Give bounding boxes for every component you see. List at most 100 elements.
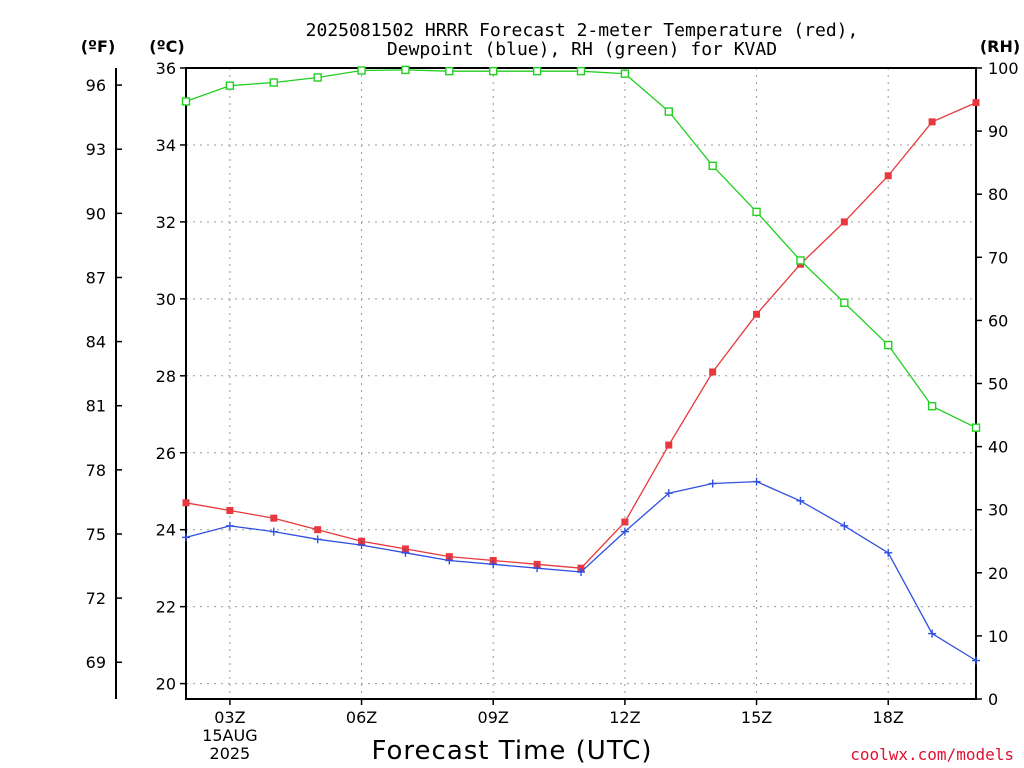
rh-unit-label: (RH) <box>980 37 1020 56</box>
x-tick-year: 2025 <box>210 744 251 763</box>
rh-tick-label: 70 <box>988 248 1008 267</box>
rh-tick-label: 90 <box>988 122 1008 141</box>
series-dewpoint <box>182 477 980 665</box>
dewpoint-point <box>884 548 893 557</box>
rh-tick-label: 40 <box>988 438 1008 457</box>
grid-lines <box>186 67 976 699</box>
x-tick-label: 03Z <box>214 708 245 727</box>
celsius-tick-label: 30 <box>156 290 176 309</box>
fahrenheit-tick-label: 87 <box>86 268 106 287</box>
rh-tick-label: 50 <box>988 375 1008 394</box>
dewpoint-point <box>489 560 498 569</box>
rh-point <box>840 298 849 307</box>
rh-tick-label: 100 <box>988 59 1019 78</box>
rh-tick-label: 20 <box>988 564 1008 583</box>
dewpoint-point <box>357 541 366 550</box>
rh-point <box>664 107 673 116</box>
dewpoint-point <box>445 556 454 565</box>
series-rh <box>181 65 981 432</box>
dewpoint-point <box>972 656 980 665</box>
chart-title-line2: Dewpoint (blue), RH (green) for KVAD <box>387 39 777 60</box>
fahrenheit-unit-label: (ºF) <box>81 37 116 56</box>
chart-title-line1: 2025081502 HRRR Forecast 2-meter Tempera… <box>306 20 859 41</box>
temperature-point <box>884 172 892 180</box>
rh-tick-label: 0 <box>988 690 998 709</box>
rh-line <box>185 69 977 429</box>
rh-point <box>884 340 893 350</box>
fahrenheit-tick-label: 78 <box>86 461 106 480</box>
x-tick-label: 12Z <box>609 708 640 727</box>
rh-point <box>796 256 805 265</box>
rh-point <box>313 73 322 82</box>
dewpoint-point <box>533 564 542 573</box>
rh-point <box>357 66 366 75</box>
dewpoint-point <box>928 629 937 638</box>
dewpoint-point <box>225 521 234 530</box>
temperature-line <box>185 102 977 569</box>
dewpoint-point <box>269 527 278 536</box>
dewpoint-point <box>401 548 410 557</box>
x-tick-label: 06Z <box>346 708 377 727</box>
rh-tick-label: 80 <box>988 185 1008 204</box>
fahrenheit-tick-label: 75 <box>86 525 106 544</box>
temperature-point <box>928 118 936 126</box>
temperature-point <box>665 441 673 449</box>
dewpoint-point <box>796 496 805 505</box>
celsius-unit-label: (ºC) <box>149 37 184 56</box>
fahrenheit-tick-label: 93 <box>86 140 106 159</box>
celsius-tick-label: 28 <box>156 367 176 386</box>
celsius-tick-label: 24 <box>156 521 176 540</box>
dewpoint-point <box>313 535 322 544</box>
dewpoint-point <box>182 533 190 542</box>
fahrenheit-tick-label: 96 <box>86 76 106 95</box>
dewpoint-point <box>840 521 849 530</box>
plot-frame <box>185 67 977 700</box>
celsius-tick-label: 20 <box>156 675 176 694</box>
celsius-tick-label: 34 <box>156 136 176 155</box>
celsius-tick-label: 26 <box>156 444 176 463</box>
temperature-point <box>182 499 190 507</box>
rh-point <box>401 65 410 75</box>
fahrenheit-tick-label: 72 <box>86 589 106 608</box>
rh-point <box>927 402 937 411</box>
x-tick-label: 15Z <box>741 708 772 727</box>
fahrenheit-tick-label: 69 <box>86 653 106 672</box>
fahrenheit-tick-label: 81 <box>86 397 106 416</box>
fahrenheit-tick-label: 84 <box>86 333 106 352</box>
rh-point <box>181 97 191 106</box>
fahrenheit-tick-label: 90 <box>86 204 106 223</box>
rh-point <box>532 66 542 76</box>
rh-point <box>269 78 278 87</box>
rh-point <box>620 69 630 78</box>
credit-link[interactable]: coolwx.com/models <box>850 745 1014 764</box>
rh-point <box>225 81 235 90</box>
dewpoint-point <box>620 527 629 536</box>
temperature-point <box>314 526 322 534</box>
rh-point <box>708 161 717 171</box>
rh-tick-label: 10 <box>988 627 1008 646</box>
x-axis-label: Forecast Time (UTC) <box>371 736 652 766</box>
axes <box>115 67 982 705</box>
celsius-tick-label: 32 <box>156 213 176 232</box>
temperature-point <box>753 310 761 318</box>
dewpoint-point <box>577 568 585 577</box>
dewpoint-point <box>708 479 717 488</box>
temperature-point <box>972 99 980 107</box>
rh-tick-label: 30 <box>988 501 1008 520</box>
rh-tick-label: 60 <box>988 311 1008 330</box>
x-tick-label: 18Z <box>873 708 904 727</box>
celsius-tick-label: 36 <box>156 59 176 78</box>
rh-point <box>752 207 761 217</box>
series-temperature <box>182 99 980 572</box>
temperature-point <box>709 368 717 376</box>
x-tick-date: 15AUG <box>202 726 257 745</box>
temperature-point <box>270 514 278 522</box>
dewpoint-point <box>664 489 673 498</box>
dewpoint-point <box>752 477 761 486</box>
tick-labels: 20 22 24 26 28 30 32 34 36 69 72 75 78 81 84 87 90 93 96 0 1… <box>86 59 1019 763</box>
temperature-point <box>226 506 234 514</box>
rh-point <box>971 423 981 432</box>
x-tick-label: 09Z <box>478 708 509 727</box>
rh-point <box>576 66 586 76</box>
